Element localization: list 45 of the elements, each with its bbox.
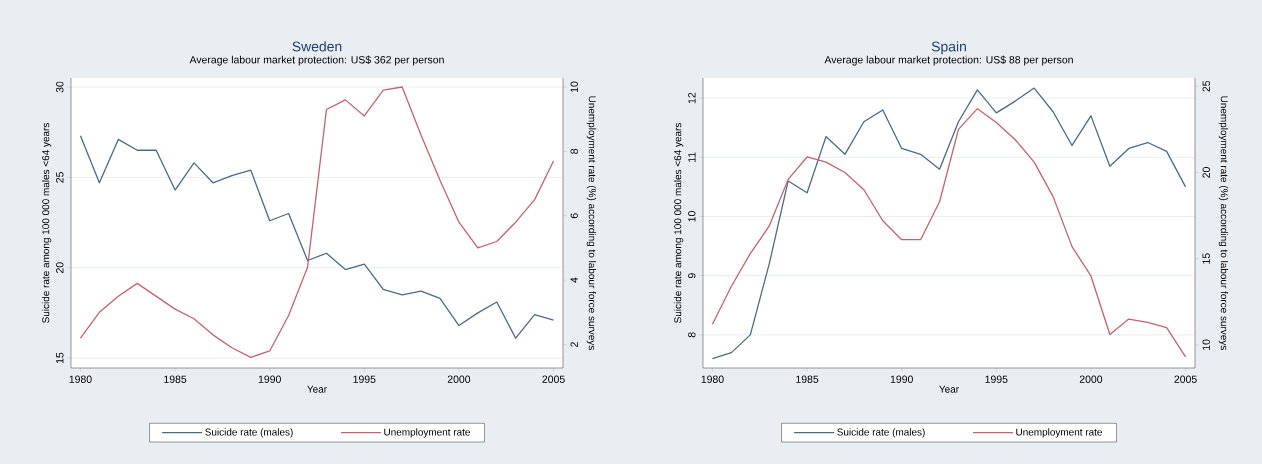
y-axis-title: Suicide rate among 100 000 males <64 years: [41, 123, 52, 323]
chart-title: Spain: [931, 41, 966, 55]
y2-tick-label: 2: [570, 342, 578, 347]
y2-tick-label: 25: [1202, 80, 1210, 92]
y-tick-label: 30: [56, 81, 64, 93]
y-tick-label: 25: [56, 172, 64, 183]
y-axis-title: Suicide rate among 100 000 males <64 years: [673, 123, 684, 323]
y-tick-label: 20: [56, 262, 64, 273]
legend-label: Unemployment rate: [1016, 428, 1102, 438]
y-tick-label: 10: [688, 211, 696, 222]
x-axis-title: Year: [307, 385, 327, 393]
y-tick-label: 8: [688, 332, 696, 338]
y2-axis-title: Unemployment rate (%) according to labour force surveys: [1218, 96, 1229, 350]
y-tick-label: 15: [56, 352, 64, 364]
x-axis-title: Year: [939, 385, 959, 393]
x-tick-label: 1980: [701, 375, 724, 383]
x-tick-label: 1995: [353, 375, 376, 383]
y2-tick-label: 10: [570, 81, 578, 93]
x-tick-label: 2005: [1174, 375, 1197, 383]
y2-tick-label: 20: [1202, 167, 1210, 178]
chart-subtitle: Average labour market protection: US$ 88 per person: [824, 55, 1073, 66]
y2-tick-label: 6: [570, 213, 578, 219]
legend-label: Unemployment rate: [384, 428, 470, 438]
x-tick-label: 2000: [447, 375, 471, 383]
x-tick-label: 1980: [69, 375, 92, 383]
x-tick-label: 1990: [258, 375, 281, 383]
x-tick-label: 1990: [890, 375, 913, 383]
y2-axis-title: Unemployment rate (%) according to labour force surveys: [586, 96, 597, 350]
chart-subtitle: Average labour market protection: US$ 362 per person: [189, 55, 444, 66]
x-tick-label: 1985: [164, 375, 187, 383]
legend-label: Suicide rate (males): [205, 428, 293, 438]
y-tick-label: 11: [688, 152, 696, 162]
y-tick-label: 9: [688, 273, 696, 279]
y2-tick-label: 10: [1202, 339, 1210, 350]
x-tick-label: 2005: [542, 375, 565, 383]
legend-label: Suicide rate (males): [837, 428, 925, 438]
y2-tick-label: 4: [570, 277, 578, 283]
y-tick-label: 12: [688, 92, 696, 104]
x-tick-label: 1995: [985, 375, 1008, 383]
x-tick-label: 1985: [796, 375, 819, 383]
chart-title: Sweden: [292, 41, 342, 52]
x-tick-label: 2000: [1079, 375, 1103, 383]
y2-tick-label: 8: [570, 148, 578, 154]
y2-tick-label: 15: [1202, 253, 1210, 264]
line-series: [79, 135, 555, 339]
